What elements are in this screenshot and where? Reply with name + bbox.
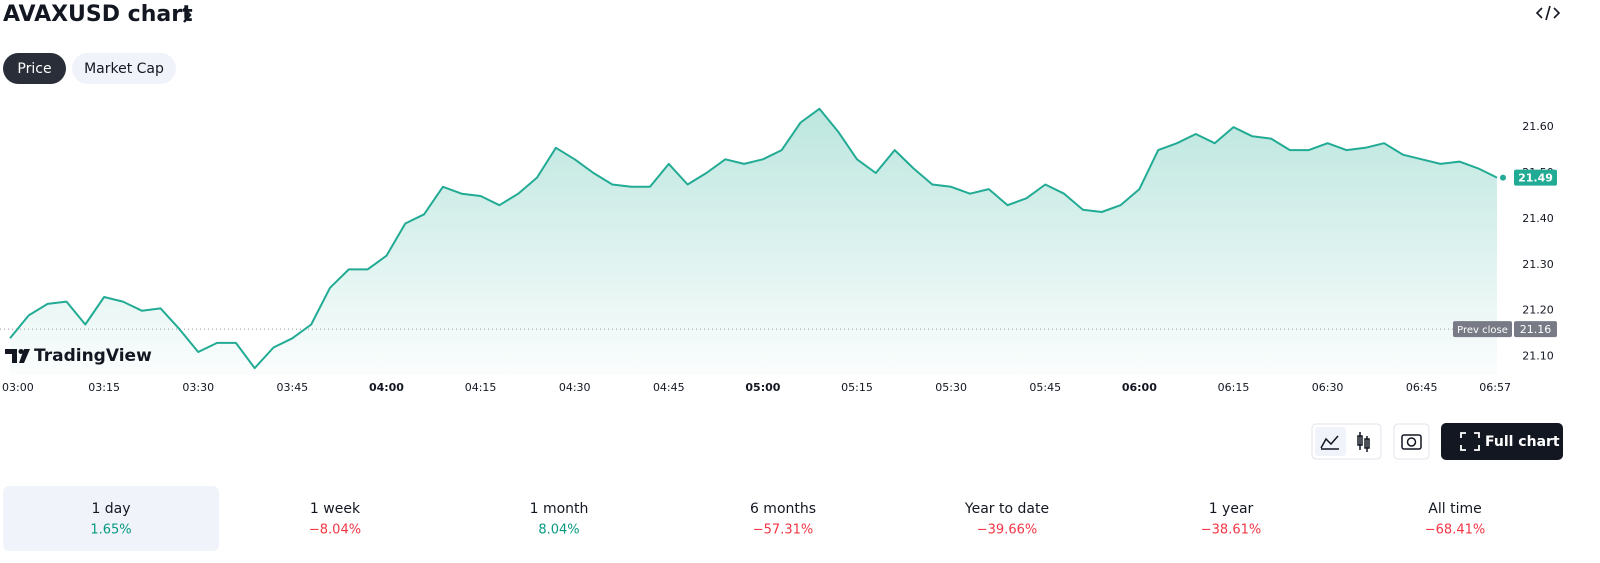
x-tick-label: 04:15 bbox=[465, 381, 497, 394]
x-tick-label: 06:45 bbox=[1406, 381, 1438, 394]
period-change[interactable]: 8.04% bbox=[538, 523, 579, 538]
area bbox=[10, 108, 1497, 376]
x-tick-label: 04:30 bbox=[559, 381, 591, 394]
x-tick-label: 06:57 bbox=[1479, 381, 1511, 394]
period-label[interactable]: 1 year bbox=[1209, 501, 1254, 517]
full-chart-label[interactable]: Full chart bbox=[1485, 434, 1560, 450]
tab-price[interactable] bbox=[3, 53, 66, 84]
period-change[interactable]: −39.66% bbox=[977, 523, 1037, 538]
period-change[interactable]: −8.04% bbox=[309, 523, 361, 538]
x-tick-label: 04:45 bbox=[653, 381, 685, 394]
period-change[interactable]: −68.41% bbox=[1425, 523, 1485, 538]
logo: TradingView bbox=[5, 346, 152, 366]
period-label[interactable]: Year to date bbox=[964, 501, 1049, 517]
screenshot-button[interactable] bbox=[1393, 423, 1430, 460]
plot: 21.1021.2021.3021.4021.5021.6003:0003:15… bbox=[0, 107, 1557, 394]
period-change[interactable]: 1.65% bbox=[90, 523, 131, 538]
y-tick-label: 21.40 bbox=[1522, 212, 1554, 225]
x-tick-label: 06:00 bbox=[1122, 381, 1157, 394]
tab-price-label[interactable]: Price bbox=[17, 61, 51, 77]
x-tick-label: 06:30 bbox=[1312, 381, 1344, 394]
area-icon bbox=[1320, 435, 1339, 450]
current-price-badge bbox=[1514, 169, 1557, 186]
price-line bbox=[9, 107, 1498, 370]
x-tick-label: 05:30 bbox=[935, 381, 967, 394]
tab-market-cap-label[interactable]: Market Cap bbox=[84, 61, 164, 77]
tab-market-cap[interactable] bbox=[72, 53, 176, 84]
candle-button[interactable] bbox=[1357, 432, 1370, 452]
period-label[interactable]: 1 day bbox=[91, 501, 130, 517]
x-tick-label: 03:15 bbox=[88, 381, 120, 394]
period-change[interactable]: −57.31% bbox=[753, 523, 813, 538]
chevron[interactable] bbox=[183, 7, 192, 23]
current-price-label: 21.49 bbox=[1518, 172, 1553, 185]
period-label[interactable]: 6 months bbox=[750, 501, 816, 517]
period-label[interactable]: All time bbox=[1428, 501, 1481, 517]
x-tick-label: 06:15 bbox=[1218, 381, 1250, 394]
full-chart-button[interactable] bbox=[1441, 423, 1563, 460]
x-tick-label: 03:45 bbox=[276, 381, 308, 394]
embed-icon[interactable] bbox=[1535, 5, 1561, 21]
y-tick-label: 21.10 bbox=[1522, 350, 1554, 363]
y-tick-label: 21.60 bbox=[1522, 120, 1554, 133]
y-tick-label: 21.20 bbox=[1522, 304, 1554, 317]
title[interactable]: AVAXUSD chart bbox=[3, 2, 193, 27]
prev-close-tag bbox=[1453, 321, 1512, 338]
period-label[interactable]: 1 week bbox=[310, 501, 361, 517]
period-label[interactable]: 1 month bbox=[530, 501, 589, 517]
prev-close-badge bbox=[1514, 321, 1557, 338]
x-tick-label: 03:30 bbox=[182, 381, 214, 394]
x-tick-label: 05:15 bbox=[841, 381, 873, 394]
x-tick-label: 05:00 bbox=[745, 381, 780, 394]
fullscreen-icon bbox=[1460, 432, 1480, 451]
area-chart-button[interactable] bbox=[1315, 427, 1346, 456]
prev-close-label: 21.16 bbox=[1520, 323, 1552, 336]
x-tick-label: 03:00 bbox=[2, 381, 34, 394]
y-tick-label: 21.30 bbox=[1522, 258, 1554, 271]
period-selected[interactable] bbox=[3, 486, 219, 551]
prev-close-name: Prev close bbox=[1457, 325, 1508, 336]
x-tick-label: 05:45 bbox=[1029, 381, 1061, 394]
logo-text: TradingView bbox=[34, 346, 152, 366]
periods: 1 day 1.65% 1 week −8.04% 1 month 8.04% 6 mont… bbox=[3, 486, 1485, 551]
camera-icon bbox=[1401, 434, 1422, 450]
last-point bbox=[1500, 174, 1506, 181]
x-tick-label: 04:00 bbox=[369, 381, 404, 394]
period-change[interactable]: −38.61% bbox=[1201, 523, 1261, 538]
